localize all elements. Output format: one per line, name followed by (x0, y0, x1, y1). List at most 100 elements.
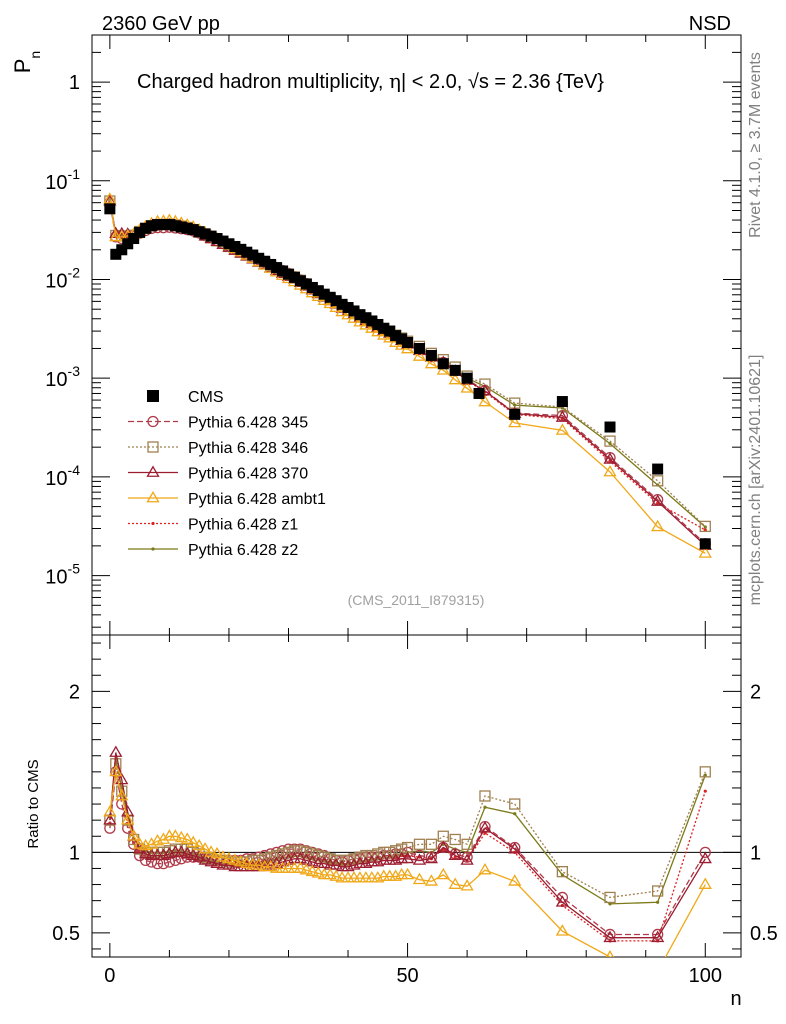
ratio-point-5 (703, 789, 707, 793)
cms-data-point (104, 203, 116, 215)
data-point-6 (703, 525, 707, 529)
data-point-2 (604, 435, 616, 447)
cms-data-point (169, 220, 181, 232)
ratio-point-4 (605, 949, 615, 957)
ratio-point-3 (174, 845, 188, 857)
cms-data-point (425, 349, 437, 361)
cms-data-point (318, 288, 330, 300)
ratio-point-2 (425, 838, 438, 850)
cms-data-point (390, 330, 402, 342)
ratio-point-4 (210, 846, 224, 859)
y-tick-label: 10-5 (45, 561, 80, 589)
x-tick-label: 100 (689, 965, 722, 987)
cms-data-point (342, 302, 354, 314)
ratio-point-2 (270, 849, 283, 862)
cms-data-point (300, 278, 312, 290)
legend-label: Pythia 6.428 z2 (188, 542, 298, 559)
data-point-2 (479, 378, 491, 390)
header-left: 2360 GeV pp (102, 13, 220, 35)
y-tick-label: 1 (69, 72, 80, 94)
ratio-point-2 (312, 849, 324, 862)
data-point-4 (603, 464, 617, 477)
ratio-point-2 (360, 849, 372, 862)
ratio-point-4 (228, 853, 242, 865)
y-axis-label-main: Pn (10, 51, 43, 73)
legend-label: Pythia 6.428 345 (188, 415, 308, 432)
cms-data-point (461, 372, 473, 384)
cms-data-point (288, 271, 300, 283)
ratio-point-4 (234, 854, 248, 867)
ratio-point-4 (115, 788, 129, 801)
ratio-point-2 (604, 891, 616, 904)
ratio-point-3 (412, 853, 427, 865)
cms-data-point (140, 222, 152, 234)
y-tick-label: 2 (69, 681, 80, 703)
ratio-point-4 (192, 838, 206, 851)
ratio-point-4 (323, 867, 337, 880)
data-point-4 (424, 356, 439, 369)
cms-data-point (110, 248, 122, 260)
ratio-point-4 (222, 851, 236, 864)
cms-data-point (348, 305, 360, 317)
ratio-point-4 (698, 877, 712, 889)
cms-data-point (211, 233, 223, 245)
ratio-point-3 (198, 853, 212, 865)
ratio-point-3 (478, 821, 492, 833)
ratio-point-3 (436, 840, 450, 852)
cms-data-point (473, 387, 485, 399)
cms-data-point (324, 291, 336, 303)
ratio-point-4 (424, 874, 439, 886)
ratio-point-2 (354, 851, 366, 863)
cms-data-point (509, 408, 521, 420)
ratio-point-4 (180, 832, 194, 844)
cms-data-point (306, 281, 318, 293)
cms-data-point (699, 538, 711, 550)
ratio-point-4 (448, 877, 462, 889)
ratio-point-4 (412, 872, 427, 885)
ratio-point-4 (508, 874, 522, 886)
ratio-point-3 (103, 813, 117, 825)
ratio-point-4 (478, 863, 492, 875)
ratio-point-2 (378, 846, 390, 858)
ratio-point-4 (252, 858, 266, 870)
ratio-series-group (103, 745, 712, 957)
cms-data-point (253, 252, 265, 264)
ratio-point-4 (109, 764, 123, 777)
ratio-point-2 (300, 846, 312, 858)
ratio-point-4 (103, 805, 117, 817)
legend-marker (147, 441, 159, 453)
cms-data-point (330, 295, 342, 307)
ratio-point-3 (204, 854, 218, 867)
ratio-point-4 (263, 859, 278, 872)
cms-data-point (294, 275, 306, 287)
cms-data-point (437, 358, 449, 370)
legend-marker (147, 415, 159, 428)
main-series-group (103, 192, 712, 558)
ratio-point-4 (293, 861, 308, 873)
x-tick-label: 0 (104, 965, 115, 987)
ratio-point-2 (509, 798, 521, 810)
ratio-point-1 (122, 822, 134, 834)
cms-data-point (122, 238, 134, 250)
ratio-point-4 (127, 829, 141, 841)
data-point-4 (448, 372, 462, 385)
analysis-id-label: (CMS_2011_I879315) (348, 592, 485, 608)
y-tick-label-right: 1 (750, 842, 761, 864)
x-axis-label: n (730, 988, 741, 1010)
y-tick-label-right: 2 (750, 681, 761, 703)
ratio-point-3 (109, 745, 123, 757)
mcplots-source-label: mcplots.cern.ch [arXiv:2401.10621] (747, 355, 764, 606)
ratio-point-1 (139, 854, 152, 867)
cms-data-point (187, 224, 199, 236)
ratio-point-4 (186, 835, 200, 848)
ratio-point-3 (186, 848, 200, 860)
ratio-point-4 (204, 845, 218, 857)
data-point-4 (412, 349, 427, 361)
ratio-point-3 (115, 772, 129, 785)
ratio-line-6 (109, 758, 706, 905)
ratio-point-2 (413, 838, 426, 850)
cms-data-point (354, 309, 366, 321)
cms-data-point (151, 219, 163, 231)
ratio-point-3 (424, 851, 439, 864)
